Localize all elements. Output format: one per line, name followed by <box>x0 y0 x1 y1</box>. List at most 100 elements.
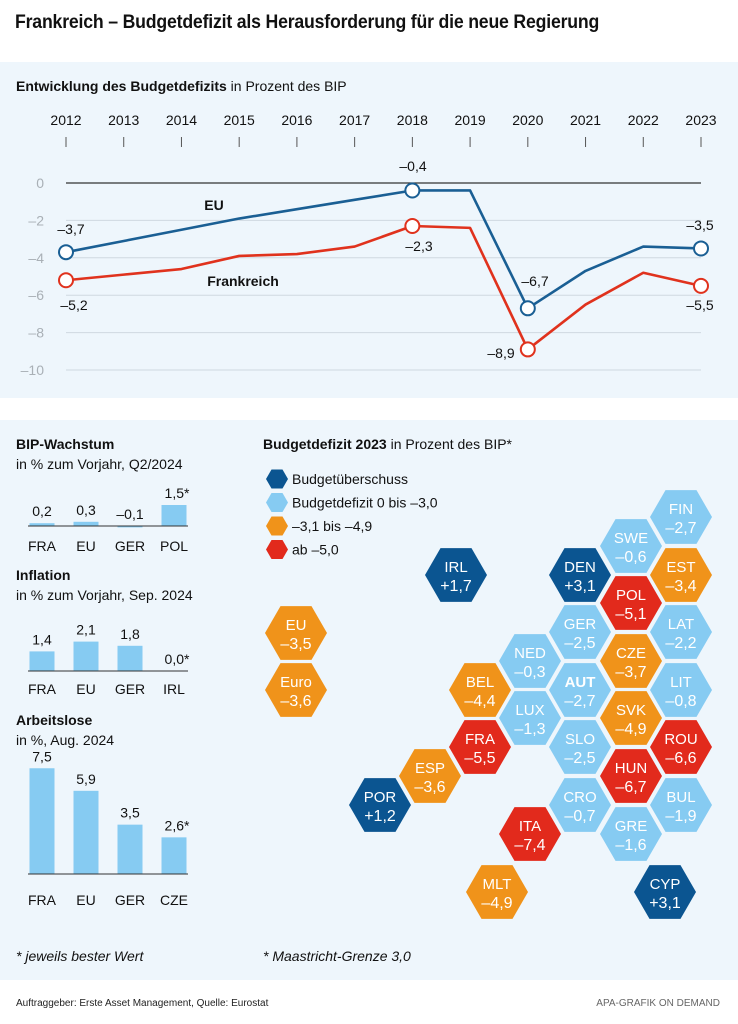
hex-shape <box>499 634 561 688</box>
hex-code-label: DEN <box>564 559 596 576</box>
line-chart-subtitle: Entwicklung des Budgetdefizits in Prozen… <box>16 78 347 94</box>
hex-shape <box>499 807 561 861</box>
footnote-maastricht: * Maastricht-Grenze 3,0 <box>263 948 411 964</box>
bar <box>73 521 99 526</box>
unemployment-title: Arbeitslose <box>16 712 92 728</box>
bar <box>29 523 55 526</box>
bar-category-label: FRA <box>28 892 57 908</box>
hex-code-label: EU <box>286 617 307 634</box>
hex-shape <box>549 605 611 659</box>
footer-source: Auftraggeber: Erste Asset Management, Qu… <box>16 998 269 1009</box>
data-label: –3,5 <box>686 217 713 233</box>
hexmap-subtitle-bold: Budgetdefizit 2023 <box>263 436 387 452</box>
hex-cell-est: EST –3,4 <box>650 548 712 602</box>
hex-code-label: SVK <box>616 702 646 719</box>
hex-shape <box>600 749 662 803</box>
data-point-marker <box>693 277 709 294</box>
hex-cell-lat: LAT –2,2 <box>650 605 712 659</box>
hex-code-label: SLO <box>565 731 595 748</box>
hexmap-subtitle: Budgetdefizit 2023 in Prozent des BIP* <box>263 436 512 452</box>
y-tick-label: 0 <box>36 175 44 191</box>
hex-code-label: POL <box>616 587 646 604</box>
hex-value-label: –0,8 <box>665 693 696 710</box>
hex-code-label: POR <box>364 789 397 806</box>
hex-shape <box>265 606 327 660</box>
hex-value-label: +3,1 <box>649 895 681 912</box>
inflation-subtitle: in % zum Vorjahr, Sep. 2024 <box>16 587 193 603</box>
legend-label: Budgetüberschuss <box>292 471 408 487</box>
line-chart-panel <box>0 62 738 398</box>
hex-value-label: –3,6 <box>414 779 445 796</box>
bar-value-label: –0,1 <box>116 506 143 522</box>
bar <box>73 641 99 671</box>
hex-cell-bul: BUL –1,9 <box>650 778 712 832</box>
y-tick-label: –10 <box>21 362 45 378</box>
y-tick-label: –2 <box>28 212 44 228</box>
hex-shape <box>425 548 487 602</box>
data-point-marker <box>404 218 421 235</box>
hex-value-label: –0,6 <box>615 549 646 566</box>
hex-code-label: EST <box>666 559 695 576</box>
y-tick-label: –4 <box>28 250 44 266</box>
page-title: Frankreich – Budgetdefizit als Herausfor… <box>15 12 600 33</box>
legend-label: –3,1 bis –4,9 <box>292 518 372 534</box>
bar-category-label: GER <box>115 538 145 554</box>
hex-code-label: CZE <box>616 645 646 662</box>
hex-cell-cro: CRO –0,7 <box>549 778 611 832</box>
data-label: –0,4 <box>399 158 426 174</box>
data-label: –2,3 <box>405 238 432 254</box>
hex-value-label: –0,7 <box>564 808 595 825</box>
hex-value-label: +1,2 <box>364 808 396 825</box>
bar <box>29 768 55 874</box>
hex-code-label: ROU <box>664 731 697 748</box>
x-tick-label: 2016 <box>281 112 312 128</box>
bar-category-label: GER <box>115 892 145 908</box>
hex-shape <box>549 548 611 602</box>
legend-hex-surplus <box>266 469 288 489</box>
series-line-eu <box>65 189 702 310</box>
hex-cell-lux: LUX –1,3 <box>499 691 561 745</box>
hex-value-label: –5,1 <box>615 606 646 623</box>
hex-code-label: SWE <box>614 530 648 547</box>
bar-value-label: 0,0* <box>165 651 190 667</box>
hex-value-label: –0,3 <box>514 664 545 681</box>
bar-category-label: EU <box>76 681 95 697</box>
y-tick-label: –8 <box>28 325 44 341</box>
hex-shape <box>549 720 611 774</box>
hex-code-label: BEL <box>466 674 494 691</box>
data-label: –5,2 <box>60 297 87 313</box>
hex-cell-rou: ROU –6,6 <box>650 720 712 774</box>
data-label: –3,7 <box>57 221 84 237</box>
data-point-marker <box>404 182 421 199</box>
hex-value-label: –2,2 <box>665 635 696 652</box>
bar <box>117 824 143 874</box>
hex-cell-hun: HUN –6,7 <box>600 749 662 803</box>
hex-shape <box>499 691 561 745</box>
bar-category-label: GER <box>115 681 145 697</box>
hex-code-label: LIT <box>670 674 692 691</box>
data-point-marker <box>693 240 709 257</box>
hex-shape <box>549 778 611 832</box>
hex-cell-lit: LIT –0,8 <box>650 663 712 717</box>
hex-shape <box>449 720 511 774</box>
data-point-marker <box>58 272 74 289</box>
hex-code-label: LUX <box>515 702 544 719</box>
hex-cell-ned: NED –0,3 <box>499 634 561 688</box>
hex-cell-gre: GRE –1,6 <box>600 807 662 861</box>
hex-value-label: –6,7 <box>615 779 646 796</box>
x-tick-label: 2021 <box>570 112 601 128</box>
legend-label: ab –5,0 <box>292 542 339 558</box>
hex-code-label: NED <box>514 645 546 662</box>
hex-cell-slo: SLO –2,5 <box>549 720 611 774</box>
bar-category-label: CZE <box>160 892 188 908</box>
line-chart-subtitle-rest: in Prozent des BIP <box>226 78 347 94</box>
bar-value-label: 5,9 <box>76 771 96 787</box>
bar <box>29 651 55 671</box>
bar-value-label: 2,1 <box>76 622 96 638</box>
bar-category-label: FRA <box>28 681 57 697</box>
bar-category-label: POL <box>160 538 188 554</box>
hex-code-label: ITA <box>519 818 541 835</box>
hex-code-label: ESP <box>415 760 445 777</box>
hex-cell-eu: EU –3,5 <box>265 606 327 660</box>
